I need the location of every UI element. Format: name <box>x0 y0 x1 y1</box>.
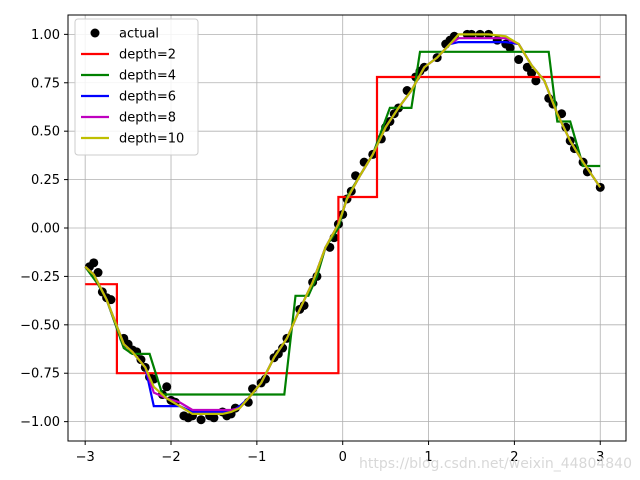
series-line-depth-10 <box>84 33 602 415</box>
legend-marker-actual <box>90 28 100 38</box>
actual-point <box>162 382 172 392</box>
series-line-depth-2 <box>85 75 601 375</box>
actual-point <box>505 43 515 53</box>
legend-label: depth=10 <box>119 132 184 147</box>
actual-point <box>196 415 206 425</box>
actual-point <box>278 343 288 353</box>
x-tick-label: 2 <box>510 450 518 465</box>
legend-label: depth=6 <box>119 90 176 105</box>
actual-point <box>136 355 146 365</box>
y-tick-label: −1.00 <box>20 415 60 430</box>
axis-ticks: −3 −2 −1 0 1 2 3 −1.00 −0.75 −0.50 −0.25 0.00 0.25 0.… <box>20 28 604 465</box>
actual-point <box>514 55 524 65</box>
x-tick-label: 3 <box>596 450 604 465</box>
y-tick-label: −0.75 <box>20 367 60 382</box>
y-tick-label: −0.50 <box>20 318 60 333</box>
x-tick-label: −3 <box>76 450 95 465</box>
actual-point <box>209 413 219 423</box>
legend-label: depth=4 <box>119 69 176 84</box>
actual-point <box>93 268 103 278</box>
x-tick-label: 1 <box>424 450 432 465</box>
actual-point <box>89 258 99 268</box>
y-tick-label: 0.50 <box>31 125 60 140</box>
y-tick-label: 0.25 <box>31 173 60 188</box>
y-tick-label: 1.00 <box>31 28 60 43</box>
actual-point <box>492 35 502 45</box>
y-tick-label: −0.25 <box>20 270 60 285</box>
x-tick-label: 0 <box>339 450 347 465</box>
actual-point <box>527 68 537 78</box>
legend: actual depth=2 depth=4 depth=6 depth=8 depth=… <box>74 18 199 156</box>
watermark-text: https://blog.csdn.net/weixin_44804840 <box>359 456 632 472</box>
legend-label: depth=8 <box>119 111 176 126</box>
x-tick-label: −2 <box>161 450 180 465</box>
actual-point <box>531 76 541 86</box>
actual-point <box>106 295 116 305</box>
legend-label: actual <box>119 27 159 42</box>
x-tick-label: −1 <box>247 450 266 465</box>
plot-area <box>84 29 605 425</box>
series-line-depth-4 <box>84 50 601 396</box>
actual-point <box>582 167 592 177</box>
y-tick-label: 0.00 <box>31 222 60 237</box>
legend-label: depth=2 <box>119 48 176 63</box>
y-tick-label: 0.75 <box>31 76 60 91</box>
